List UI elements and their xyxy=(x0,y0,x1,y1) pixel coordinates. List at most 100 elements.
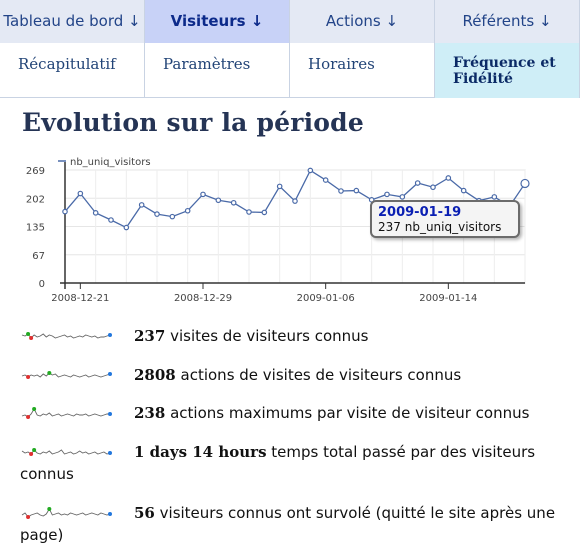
sparkline-path xyxy=(21,407,110,418)
data-point xyxy=(108,217,114,223)
submenu-times[interactable]: Horaires xyxy=(290,43,435,98)
data-point xyxy=(338,188,344,194)
sparkline-row: 1 days 14 hours temps total passé par de… xyxy=(20,441,580,485)
menu-tab-label: Visiteurs ↓ xyxy=(170,12,264,30)
data-point xyxy=(138,202,145,208)
metric-value: 2808 xyxy=(134,366,176,384)
page-title: Evolution sur la période xyxy=(22,108,364,137)
data-point xyxy=(77,190,84,197)
data-point xyxy=(62,208,68,215)
menu-tab-visitors[interactable]: Visiteurs ↓ xyxy=(145,0,290,43)
data-point xyxy=(353,187,360,194)
data-point xyxy=(292,198,298,204)
submenu-label: Récapitulatif xyxy=(18,55,116,73)
data-point xyxy=(154,211,160,217)
submenu-label: Fréquence et Fidélité xyxy=(453,55,556,87)
submenu-frequency-loyalty[interactable]: Fréquence et Fidélité xyxy=(435,43,580,98)
sparkline-row: 56 visiteurs connus ont survolé (quitté … xyxy=(20,502,580,546)
y-tick-label: 0 xyxy=(39,279,45,290)
menu-tab-dashboard[interactable]: Tableau de bord ↓ xyxy=(0,0,145,43)
metric-label: actions maximums par visite de visiteur … xyxy=(165,404,530,422)
sparkline-chart[interactable] xyxy=(20,329,116,345)
data-point xyxy=(92,210,99,216)
sparkline-min-dot xyxy=(26,374,31,379)
sparkline-row: 238 actions maximums par visite de visit… xyxy=(20,402,580,424)
data-point xyxy=(169,213,176,220)
sparkline-max-dot xyxy=(32,447,37,452)
sparkline-path xyxy=(21,371,111,378)
menu-tab-referrers[interactable]: Référents ↓ xyxy=(435,0,580,43)
sparkline-max-dot xyxy=(32,406,37,411)
metric-value: 1 days 14 hours xyxy=(134,443,267,461)
data-point xyxy=(322,177,329,183)
metric-label: visites de visiteurs connus xyxy=(165,327,369,345)
x-tick-label: 2008-12-21 xyxy=(51,293,109,304)
data-point xyxy=(384,191,390,198)
data-point xyxy=(246,209,252,215)
sparkline-chart[interactable] xyxy=(20,406,116,422)
submenu-label: Horaires xyxy=(308,55,375,73)
data-point xyxy=(491,194,498,200)
data-point xyxy=(430,184,436,191)
y-tick-label: 269 xyxy=(26,166,45,177)
x-tick-label: 2009-01-06 xyxy=(297,293,355,304)
data-point xyxy=(184,207,191,214)
data-point xyxy=(230,199,237,206)
metric-value: 237 xyxy=(134,327,166,345)
tooltip-date: 2009-01-19 xyxy=(378,205,462,220)
data-point xyxy=(123,224,130,231)
sparkline-min-dot xyxy=(26,414,31,419)
highlighted-point xyxy=(520,178,530,189)
menu-tab-label: Actions ↓ xyxy=(325,12,399,30)
data-point xyxy=(307,167,314,174)
sparkline-path xyxy=(21,332,111,339)
x-tick-label: 2009-01-14 xyxy=(419,293,477,304)
data-point xyxy=(460,187,467,194)
metric-label: actions de visites de visiteurs connus xyxy=(175,366,462,384)
sparkline-chart[interactable] xyxy=(20,445,116,461)
data-point xyxy=(445,175,452,181)
y-tick-label: 202 xyxy=(26,194,45,205)
legend-label: nb_uniq_visitors xyxy=(70,157,151,168)
metric-value: 238 xyxy=(134,404,166,422)
menu-tab-label: Référents ↓ xyxy=(462,12,552,30)
sub-menu: Récapitulatif Paramètres Horaires Fréque… xyxy=(0,43,580,98)
metric-label: visiteurs connus ont survolé (quitté le … xyxy=(20,504,556,544)
metric-label: temps total passé par des visiteurs conn… xyxy=(20,443,536,483)
sparkline-min-dot xyxy=(29,451,34,456)
submenu-settings[interactable]: Paramètres xyxy=(145,43,290,98)
sparkline-path xyxy=(21,448,111,455)
sparkline-path xyxy=(21,507,111,518)
sparkline-last-dot xyxy=(108,511,112,516)
data-point xyxy=(261,209,268,216)
tooltip-value: 237 nb_uniq_visitors xyxy=(378,220,502,234)
sparkline-last-dot xyxy=(108,371,112,376)
sparkline-row: 2808 actions de visites de visiteurs con… xyxy=(20,364,580,386)
sparkline-chart[interactable] xyxy=(20,368,116,384)
menu-tab-actions[interactable]: Actions ↓ xyxy=(290,0,435,43)
metric-value: 56 xyxy=(134,504,155,522)
menu-tab-label: Tableau de bord ↓ xyxy=(3,12,141,30)
sparkline-min-dot xyxy=(26,514,31,519)
sparkline-min-dot xyxy=(29,335,34,340)
data-point xyxy=(276,183,283,190)
chart-tooltip: 2009-01-19 237 nb_uniq_visitors xyxy=(370,200,520,238)
top-menu: Tableau de bord ↓ Visiteurs ↓ Actions ↓ … xyxy=(0,0,580,43)
sparkline-row: 237 visites de visiteurs connus xyxy=(20,325,580,347)
y-tick-label: 67 xyxy=(32,251,45,262)
data-point xyxy=(215,197,222,204)
sparkline-max-dot xyxy=(47,506,52,511)
sparkline-last-dot xyxy=(108,332,112,337)
data-point xyxy=(200,191,206,198)
sparkline-max-dot xyxy=(47,370,52,375)
main-navigation: Tableau de bord ↓ Visiteurs ↓ Actions ↓ … xyxy=(0,0,580,98)
x-tick-label: 2008-12-29 xyxy=(174,293,232,304)
submenu-label: Paramètres xyxy=(163,55,251,73)
data-point xyxy=(414,180,421,186)
submenu-overview[interactable]: Récapitulatif xyxy=(0,43,145,98)
sparkline-chart[interactable] xyxy=(20,506,116,522)
sparkline-last-dot xyxy=(108,450,112,455)
y-tick-label: 135 xyxy=(26,223,45,234)
sparkline-last-dot xyxy=(108,411,112,416)
data-point xyxy=(399,194,406,200)
